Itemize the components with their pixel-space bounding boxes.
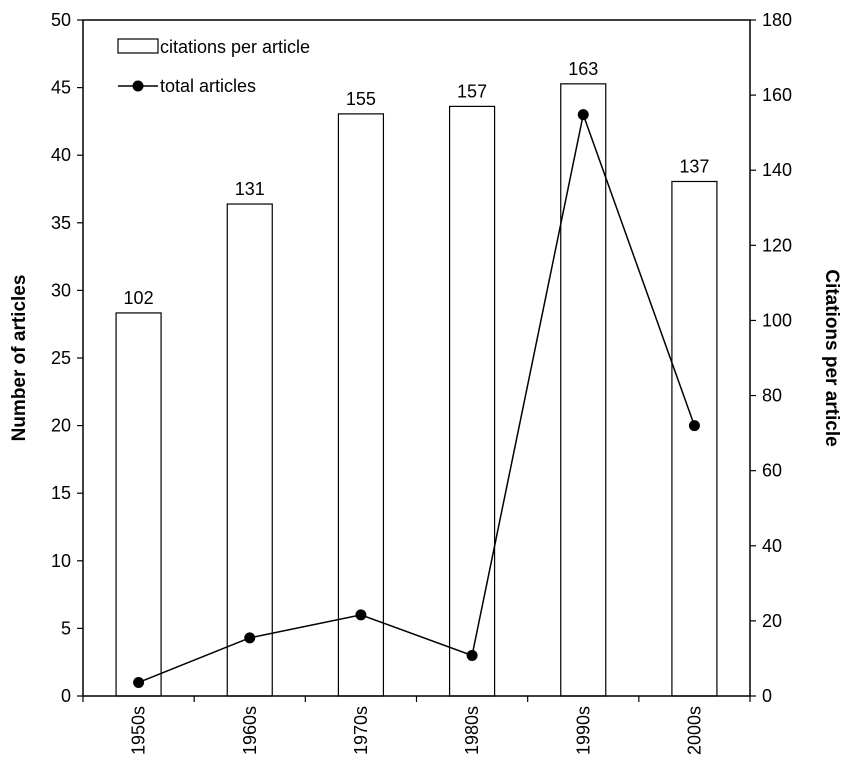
y-left-tick-label: 10: [51, 551, 71, 571]
x-ticks: 1950s 1960s 1970s 1980s 1990s 2000s: [82, 696, 751, 755]
bar-labels-group: 102 131 155 157 163 137: [124, 59, 710, 308]
legend-line-label: total articles: [160, 76, 256, 96]
y-left-tick-label: 40: [51, 145, 71, 165]
x-tick-label: 2000s: [684, 706, 704, 755]
bar-data-label: 155: [346, 89, 376, 109]
legend: citations per article total articles: [117, 37, 310, 96]
bar-data-label: 137: [679, 156, 709, 176]
x-tick-label: 1990s: [573, 706, 593, 755]
bar-data-label: 102: [124, 288, 154, 308]
x-tick-label: 1970s: [351, 706, 371, 755]
y-right-tick-label: 120: [762, 235, 792, 255]
plot-frame: [82, 19, 751, 697]
y-right-tick-label: 100: [762, 310, 792, 330]
y-left-tick-label: 0: [61, 686, 71, 706]
bar-data-label: 157: [457, 81, 487, 101]
bar-1960s: [226, 203, 273, 697]
y-left-tick-label: 20: [51, 416, 71, 436]
y-right-tick-label: 60: [762, 461, 782, 481]
y-left-ticks: 0 5 10 15 20 25 30 35 40 45 50: [51, 10, 83, 706]
bar-1980s: [448, 105, 496, 697]
bar-1970s: [337, 113, 385, 697]
y-left-tick-label: 5: [61, 618, 71, 638]
line-point-1950s: [133, 676, 145, 688]
y-left-tick-label: 50: [51, 10, 71, 30]
y-right-tick-label: 40: [762, 536, 782, 556]
x-tick-label: 1980s: [462, 706, 482, 755]
line-point-1970s: [355, 609, 367, 621]
y-right-tick-label: 0: [762, 686, 772, 706]
legend-line-marker: [132, 80, 144, 92]
y-right-tick-label: 160: [762, 85, 792, 105]
y-left-tick-label: 35: [51, 213, 71, 233]
y-left-tick-label: 25: [51, 348, 71, 368]
bar-data-label: 131: [235, 179, 265, 199]
bar-data-label: 163: [568, 59, 598, 79]
y-left-tick-label: 15: [51, 483, 71, 503]
line-point-1980s: [466, 649, 478, 661]
total-articles-line: [138, 111, 696, 684]
line-group: [133, 109, 700, 688]
line-point-1960s: [244, 632, 256, 644]
bars-group: [115, 83, 718, 697]
y-right-ticks: 0 20 40 60 80 100 120 140 160 180: [750, 10, 792, 706]
y-right-axis-title: Citations per article: [821, 269, 842, 446]
y-right-tick-label: 20: [762, 611, 782, 631]
y-left-tick-label: 30: [51, 280, 71, 300]
x-tick-label: 1950s: [129, 706, 149, 755]
bar-1990s: [560, 83, 607, 697]
x-tick-label: 1960s: [240, 706, 260, 755]
line-point-2000s: [688, 420, 700, 432]
y-right-tick-label: 140: [762, 160, 792, 180]
bar-2000s: [671, 180, 718, 697]
y-left-axis-title: Number of articles: [9, 275, 30, 442]
bar-1950s: [115, 312, 162, 697]
y-left-tick-label: 45: [51, 78, 71, 98]
y-right-tick-label: 80: [762, 386, 782, 406]
y-right-tick-label: 180: [762, 10, 792, 30]
line-point-1990s: [577, 109, 589, 121]
legend-bar-swatch: [117, 38, 159, 54]
legend-bar-label: citations per article: [160, 37, 310, 57]
